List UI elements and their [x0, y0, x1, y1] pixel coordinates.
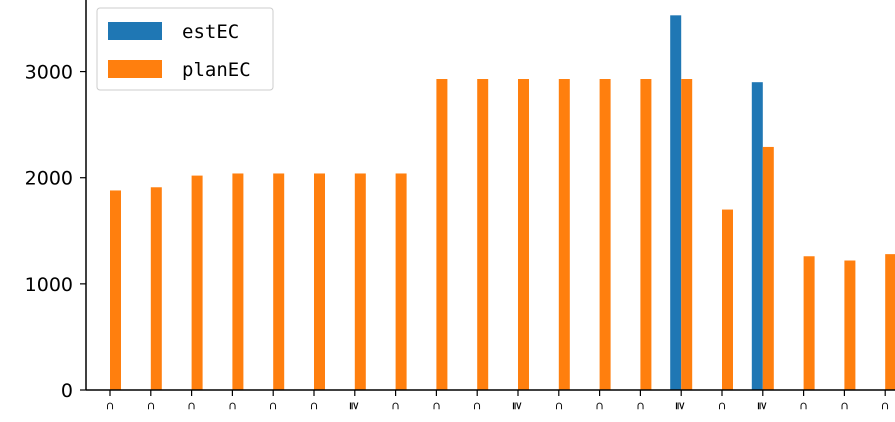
x-tick-label-1: ⊂: [102, 402, 117, 410]
x-tick-label-2: ⊂: [143, 402, 158, 410]
bar-planEC-11: [518, 79, 529, 390]
bar-planEC-15: [681, 79, 693, 390]
bar-estEC-17: [751, 82, 763, 390]
legend-swatch-estEC: [108, 22, 162, 40]
bar-planEC-17: [762, 146, 774, 390]
bars-group: [110, 15, 895, 390]
bar-planEC-7: [354, 173, 366, 390]
x-tick-label-5: ⊂: [265, 402, 280, 410]
bar-planEC-18: [803, 256, 815, 390]
bar-planEC-20: [885, 254, 895, 390]
bar-planEC-12: [558, 79, 570, 390]
x-tick-label-4: ⊂: [224, 402, 239, 410]
bar-planEC-13: [599, 79, 611, 390]
x-tick-label-16: ⊂: [714, 402, 729, 410]
x-tick-label-17: ≧: [755, 402, 770, 410]
bar-planEC-5: [273, 173, 285, 390]
x-tick-label-18: ⊂: [796, 402, 811, 410]
legend-label-planEC: planEC: [182, 59, 251, 81]
bar-planEC-2: [150, 187, 162, 390]
x-tick-label-3: ⊂: [184, 402, 199, 410]
bar-planEC-8: [395, 173, 407, 390]
x-tick-label-9: ⊂: [428, 402, 443, 410]
bar-planEC-6: [314, 173, 325, 390]
y-tick-label-2000: 2000: [25, 168, 73, 190]
x-tick-label-11: ≧: [510, 402, 525, 410]
bar-planEC-3: [191, 175, 203, 390]
bar-estEC-15: [670, 15, 682, 390]
x-tick-label-20: ⊂: [877, 402, 892, 410]
bar-planEC-1: [110, 190, 121, 390]
legend-swatch-planEC: [108, 60, 162, 78]
legend-label-estEC: estEC: [182, 21, 239, 43]
x-tick-label-13: ⊂: [592, 402, 607, 410]
x-tick-label-15: ≧: [673, 402, 688, 410]
y-tick-label-1000: 1000: [25, 274, 73, 296]
axes-group: 0 1000 2000 3000 ⊂ ⊂ ⊂ ⊂ ⊂ ⊂ ≧ ⊂ ⊂ ⊂ ≧ ⊂ ⊂ ⊂ ≧ ⊂ ≧ ⊂ ⊂ ⊂: [25, 0, 895, 410]
x-tick-label-7: ≧: [347, 402, 362, 410]
x-tick-label-8: ⊂: [388, 402, 403, 410]
y-tick-label-0: 0: [61, 380, 73, 402]
legend: estEC planEC: [96, 7, 274, 91]
bar-planEC-19: [844, 260, 856, 390]
y-tick-label-3000: 3000: [25, 62, 73, 84]
x-tick-label-14: ⊂: [632, 402, 647, 410]
x-tick-label-6: ⊂: [306, 402, 321, 410]
bar-planEC-9: [436, 79, 448, 390]
x-tick-label-10: ⊂: [469, 402, 484, 410]
bar-planEC-10: [477, 79, 489, 390]
bar-planEC-4: [232, 173, 244, 390]
bar-planEC-14: [640, 79, 652, 390]
bar-planEC-16: [722, 209, 733, 390]
x-tick-label-19: ⊂: [836, 402, 851, 410]
x-tick-label-12: ⊂: [551, 402, 566, 410]
